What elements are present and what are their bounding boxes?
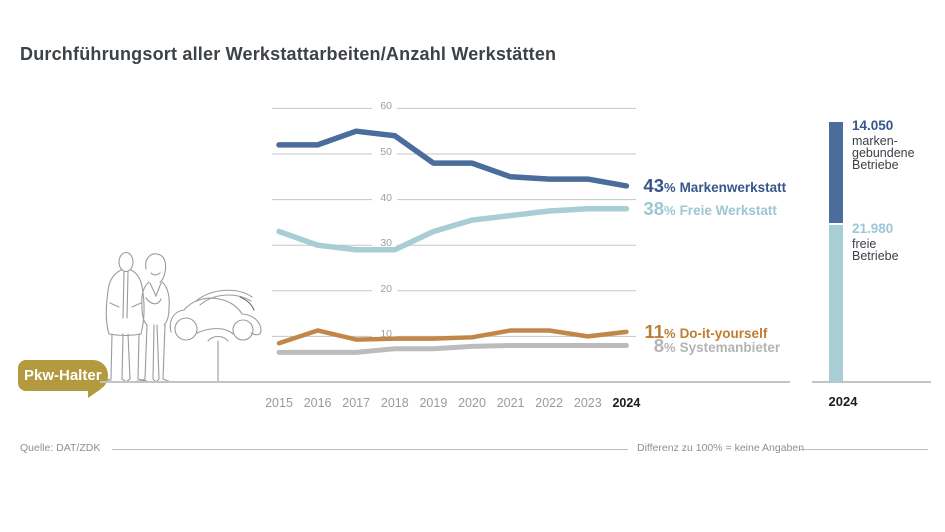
pkw-halter-badge: Pkw-Halter — [18, 360, 108, 391]
series-end-value: 38 — [643, 197, 664, 219]
series-end-value: 11 — [644, 320, 664, 342]
x-axis-year-label: 2018 — [380, 396, 409, 410]
series-end-name: Markenwerkstatt — [679, 179, 787, 195]
page-title: Durchführungsort aller Werkstattarbeiten… — [20, 44, 557, 64]
footer-rule-left — [112, 449, 628, 450]
series-end-unit: % — [664, 325, 676, 341]
series-end-unit: % — [664, 179, 676, 195]
series-line-markenwerkstatt — [276, 128, 630, 189]
bar-segment — [829, 225, 843, 382]
y-axis-tick-label: 10 — [380, 328, 392, 341]
bar-segment-value: 21.980 — [852, 221, 894, 236]
series-end-name: Do-it-yourself — [679, 325, 768, 341]
series-end-value: 8 — [653, 334, 664, 356]
series-end-value: 43 — [643, 174, 664, 196]
bar-segment — [829, 122, 843, 223]
x-axis-year-label: 2016 — [303, 396, 332, 410]
series-end-unit: % — [664, 339, 676, 355]
badge-label: Pkw-Halter — [24, 367, 102, 384]
bar-baseline — [812, 381, 931, 383]
series-line-freie-werkstatt — [276, 205, 630, 253]
footnote: Differenz zu 100% = keine Angaben — [637, 442, 805, 454]
y-axis-tick-label: 50 — [380, 146, 392, 158]
source-note: Quelle: DAT/ZDK — [20, 442, 101, 454]
x-axis-year-label: 2020 — [458, 396, 486, 410]
badge-tail-icon — [88, 389, 101, 398]
x-axis-year-label: 2017 — [342, 396, 371, 410]
bar-segment-name: freie Betriebe — [852, 237, 899, 263]
series-end-name: Systemanbieter — [679, 339, 781, 355]
bar-segment-value: 14.050 — [852, 118, 894, 133]
series-line-systemanbieter — [276, 343, 629, 355]
chart-baseline — [100, 381, 790, 383]
series-end-label-markenwerkstatt: 43% Markenwerkstatt — [640, 175, 786, 197]
x-axis-year-label: 2015 — [265, 396, 293, 410]
y-axis-tick-label: 30 — [380, 237, 392, 250]
series-end-name: Freie Werkstatt — [679, 202, 777, 218]
x-axis-year-label: 2019 — [419, 396, 448, 410]
bar-segment-name: marken- gebundene Betriebe — [852, 134, 915, 172]
y-axis-tick-label: 20 — [380, 282, 392, 295]
series-line-do-it-yourself — [276, 328, 629, 346]
x-axis-year-label: 2023 — [573, 396, 602, 410]
couple-icon — [101, 251, 172, 383]
y-axis-tick-label: 60 — [380, 100, 392, 113]
x-axis-year-label: 2024 — [612, 396, 641, 410]
workshops-stacked-bar — [829, 122, 843, 384]
series-end-unit: % — [664, 202, 676, 218]
series-end-label-freie-werkstatt: 38% Freie Werkstatt — [640, 197, 777, 220]
bar-segment-label: 21.980 freie Betriebe — [852, 221, 899, 263]
y-axis-tick-label: 40 — [380, 191, 392, 204]
x-axis-year-label: 2022 — [535, 396, 564, 410]
footer-rule-right — [800, 449, 928, 450]
x-axis-year-label: 2021 — [496, 396, 525, 410]
series-end-label-do-it-yourself: 11% Do-it-yourself — [640, 321, 767, 343]
series-end-label-systemanbieter: 8% Systemanbieter — [640, 335, 780, 357]
bar-segment-label: 14.050 marken- gebundene Betriebe — [852, 118, 915, 172]
bar-year-label: 2024 — [828, 394, 858, 409]
car-icon — [169, 289, 262, 382]
